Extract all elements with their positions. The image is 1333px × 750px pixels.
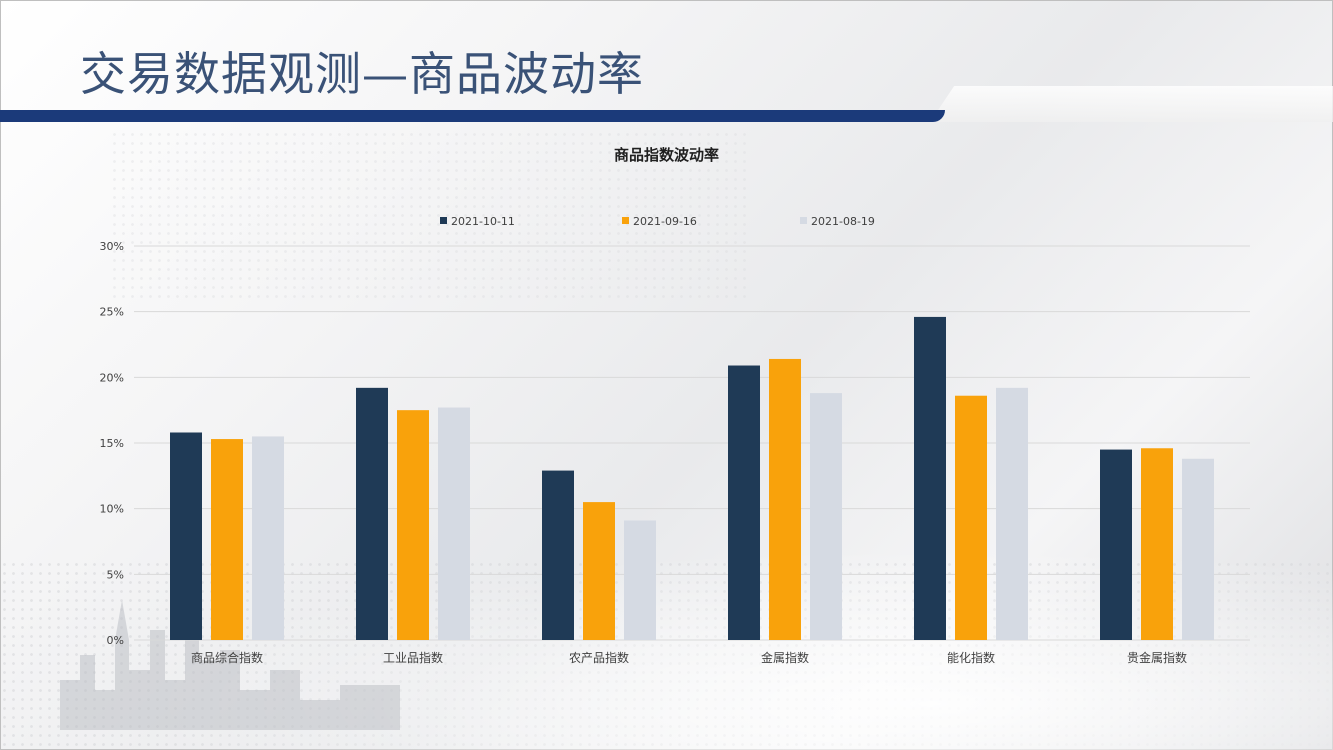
slide-title: 交易数据观测—商品波动率: [80, 47, 644, 101]
bar-series-2-5: [955, 395, 987, 640]
bar-series-2-1: [211, 439, 243, 640]
bar-series-2-2: [397, 410, 429, 640]
y-tick-label: 5%: [107, 568, 124, 581]
bar-series-1-3: [542, 470, 574, 640]
bar-series-1-1: [170, 432, 202, 640]
y-tick-label: 20%: [100, 371, 124, 384]
x-category-label: 农产品指数: [569, 650, 629, 665]
legend-swatch-series-3: [800, 217, 807, 224]
x-category-label: 金属指数: [761, 650, 809, 665]
y-tick-label: 25%: [100, 306, 124, 319]
y-tick-label: 30%: [100, 240, 124, 253]
legend-swatch-series-1: [440, 217, 447, 224]
legend-label-series-1: 2021-10-11: [451, 215, 515, 228]
bar-series-1-4: [728, 365, 760, 640]
bar-series-3-4: [810, 393, 842, 640]
bar-series-2-4: [769, 358, 801, 640]
legend-label-series-2: 2021-09-16: [633, 215, 697, 228]
bar-series-1-6: [1100, 449, 1132, 640]
world-map-dots: [110, 130, 750, 300]
bar-series-3-6: [1182, 458, 1214, 640]
y-tick-label: 15%: [100, 437, 124, 450]
bar-series-3-5: [996, 387, 1028, 640]
title-bar-highlight: [930, 86, 1333, 122]
title-bar: [0, 110, 945, 122]
bar-series-2-6: [1141, 448, 1173, 640]
legend-item-series-3: 2021-08-19: [800, 215, 875, 228]
legend-item-series-1: 2021-10-11: [440, 215, 515, 228]
y-tick-label: 0%: [107, 634, 124, 647]
bar-series-3-2: [438, 407, 470, 640]
bar-series-3-1: [252, 436, 284, 640]
bar-series-3-3: [624, 520, 656, 640]
x-category-label: 商品综合指数: [191, 650, 263, 665]
bar-series-1-5: [914, 316, 946, 640]
bar-series-1-2: [356, 387, 388, 640]
x-category-label: 工业品指数: [383, 650, 443, 665]
chart-title: 商品指数波动率: [613, 146, 719, 164]
legend-swatch-series-2: [622, 217, 629, 224]
x-category-label: 能化指数: [947, 650, 995, 665]
chart-legend: 2021-10-11 2021-09-16 2021-08-19: [0, 215, 1333, 229]
x-category-label: 贵金属指数: [1127, 650, 1187, 665]
bar-series-2-3: [583, 502, 615, 640]
legend-label-series-3: 2021-08-19: [811, 215, 875, 228]
y-tick-label: 10%: [100, 503, 124, 516]
city-skyline-graphic: [60, 580, 400, 730]
legend-item-series-2: 2021-09-16: [622, 215, 697, 228]
